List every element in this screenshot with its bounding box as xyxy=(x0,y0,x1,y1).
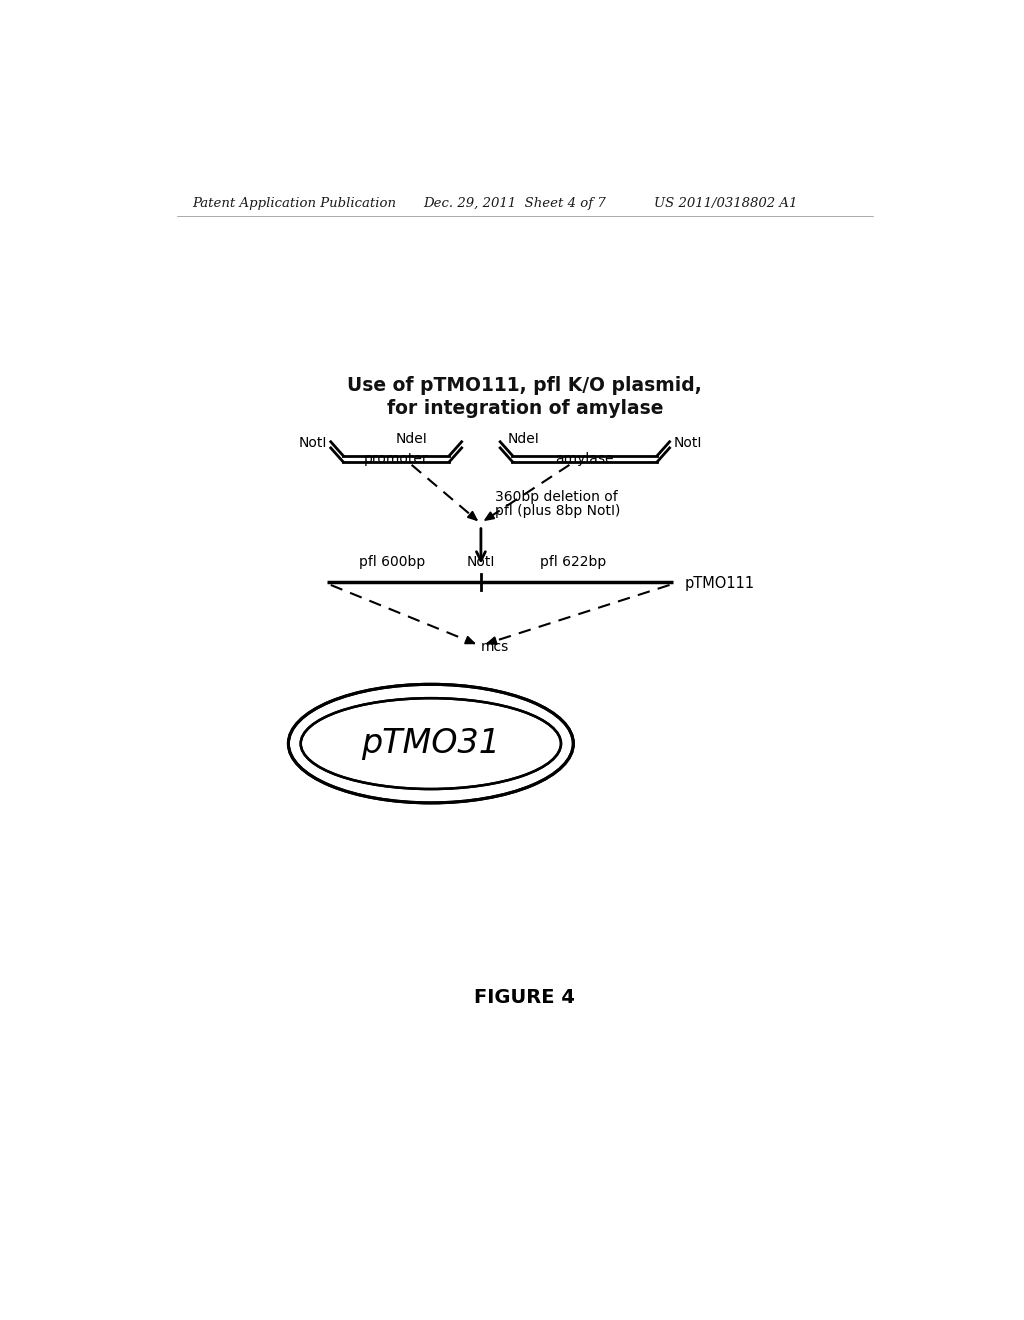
Polygon shape xyxy=(484,512,495,520)
Text: NotI: NotI xyxy=(299,437,327,450)
Text: NotI: NotI xyxy=(467,554,495,569)
Text: pfl 600bp: pfl 600bp xyxy=(359,554,426,569)
Polygon shape xyxy=(468,511,477,520)
Text: Use of pTMO111, pfl K/O plasmid,: Use of pTMO111, pfl K/O plasmid, xyxy=(347,376,702,395)
Text: NdeI: NdeI xyxy=(395,432,427,446)
Text: Patent Application Publication: Patent Application Publication xyxy=(193,197,396,210)
Text: 360bp deletion of: 360bp deletion of xyxy=(495,490,617,504)
Text: Dec. 29, 2011  Sheet 4 of 7: Dec. 29, 2011 Sheet 4 of 7 xyxy=(423,197,606,210)
Text: NotI: NotI xyxy=(674,437,701,450)
Text: NdeI: NdeI xyxy=(508,432,540,446)
Text: mcs: mcs xyxy=(481,640,509,655)
Text: pfl (plus 8bp NotI): pfl (plus 8bp NotI) xyxy=(495,504,621,517)
Ellipse shape xyxy=(289,685,572,803)
Text: amylase: amylase xyxy=(556,451,614,466)
Text: pTMO111: pTMO111 xyxy=(685,576,755,591)
Polygon shape xyxy=(465,636,475,644)
Text: pTMO31: pTMO31 xyxy=(361,727,501,760)
Text: promoter: promoter xyxy=(364,451,428,466)
Text: pfl 622bp: pfl 622bp xyxy=(541,554,606,569)
Polygon shape xyxy=(487,638,497,644)
Text: US 2011/0318802 A1: US 2011/0318802 A1 xyxy=(654,197,798,210)
Text: FIGURE 4: FIGURE 4 xyxy=(474,989,575,1007)
Text: for integration of amylase: for integration of amylase xyxy=(386,399,664,418)
